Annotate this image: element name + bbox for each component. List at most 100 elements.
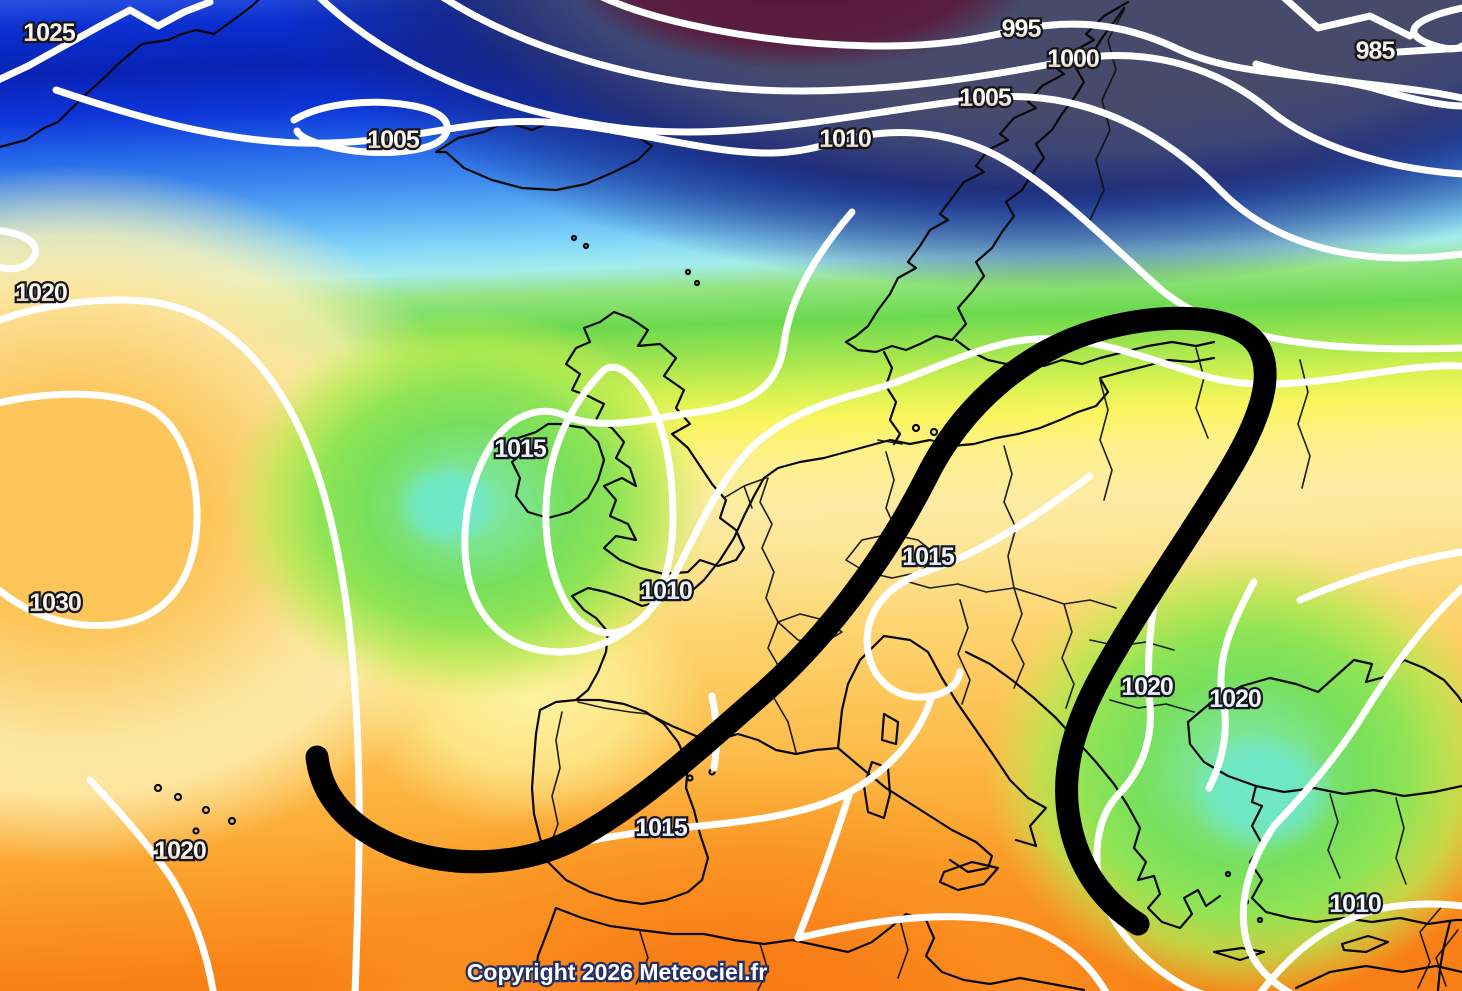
azores-islands <box>173 792 183 802</box>
isobar-1010-inner-loop <box>542 363 677 637</box>
border-russia <box>1195 347 1209 439</box>
isobar-1005-north <box>317 0 1462 262</box>
pressure-label: 1005 <box>959 84 1012 112</box>
azores-islands <box>201 805 211 815</box>
coastline-norway <box>844 0 1130 354</box>
azores-islands <box>227 816 237 826</box>
azores-islands <box>192 827 200 835</box>
isobar-1025-topleft <box>0 0 214 84</box>
danish-islands <box>911 423 921 433</box>
aegean-islands <box>1224 870 1232 878</box>
isobar-1015-africa <box>794 913 1110 991</box>
coastline-ireland <box>510 422 606 520</box>
border-balkans-2 <box>957 599 971 705</box>
border-balkans-1 <box>1011 587 1025 689</box>
coastline-baltic-south <box>762 356 1216 480</box>
isobar-corner-hook <box>1410 4 1462 53</box>
border-levant-2 <box>1435 929 1459 987</box>
coastline-denmark <box>882 350 902 446</box>
coastline-greenland <box>0 0 260 149</box>
isobar-1005-iceland-loop <box>290 98 451 156</box>
isobar-1030-oval <box>0 390 201 629</box>
faroe-islands <box>570 234 578 242</box>
coastline-baltic-north <box>954 338 1216 368</box>
aegean-islands <box>1256 916 1264 924</box>
coastline-adriatic-greece <box>964 650 1222 930</box>
pressure-label: 1000 <box>1047 45 1099 73</box>
africa-hot-band <box>293 770 1187 991</box>
coastline-egypt <box>1294 964 1462 990</box>
pressure-label: 1010 <box>819 125 871 153</box>
balkan-cool-core <box>1188 730 1336 854</box>
faroe-islands <box>582 242 590 250</box>
ireland-cool-core <box>395 461 499 549</box>
isobar-1020-balkan-inner <box>1205 578 1258 792</box>
shetland-islands <box>693 279 701 287</box>
coastline-morocco-atlantic <box>532 906 558 984</box>
border-serbia-bulgaria <box>1061 603 1075 709</box>
coastline-sicily <box>938 860 1000 892</box>
pressure-label: 1010 <box>640 577 692 605</box>
border-romania <box>1039 595 1117 609</box>
isobar-1010-southeast <box>1257 900 1462 991</box>
isobar-hook-left <box>0 227 39 273</box>
pressure-label: 1020 <box>15 279 67 307</box>
coastline-levant <box>1436 920 1452 991</box>
pressure-label: 1015 <box>635 814 688 842</box>
border-belarus-ukraine <box>1099 379 1113 501</box>
balearic-islands <box>686 774 694 782</box>
pressure-label: 1020 <box>1121 673 1173 701</box>
border-austria-hungary <box>901 579 1041 597</box>
coastline-italy-east <box>836 634 1048 848</box>
isobar-1015-tyrrhenian <box>794 788 854 942</box>
annotation-marker-loop <box>305 306 1277 936</box>
border-maghreb-3 <box>897 919 909 979</box>
border-maghreb-1 <box>635 931 649 985</box>
border-switzerland <box>777 613 843 645</box>
isobar-1000 <box>440 0 1462 178</box>
border-denmark-germany <box>877 439 903 445</box>
azores-islands <box>153 783 163 793</box>
coastline-black-sea-south <box>1186 720 1462 798</box>
isobar-1010-north <box>52 86 1462 353</box>
border-benelux <box>723 477 767 509</box>
border-maghreb-2 <box>757 943 769 991</box>
pressure-label: 1015 <box>902 543 955 571</box>
coastline-channel-france <box>570 476 766 702</box>
pressure-label: 1010 <box>1329 890 1381 918</box>
bosphorus <box>1250 784 1264 808</box>
border-portugal-spain <box>549 711 563 847</box>
isobar-1020-southwest <box>86 776 217 991</box>
pressure-label: 1015 <box>494 435 547 463</box>
isobar-1015-balkan-outer <box>1239 584 1462 991</box>
border-levant-1 <box>1417 903 1445 989</box>
border-rhine-alps <box>759 477 797 753</box>
coastline-britain <box>564 310 746 576</box>
isobar-995 <box>600 0 1462 110</box>
pressure-label: 1005 <box>367 126 420 154</box>
maroon-low-core <box>575 0 1025 70</box>
pressure-label: 1025 <box>23 19 76 47</box>
border-anatolia-1 <box>1327 793 1341 879</box>
copyright-text: Copyright 2026 Meteociel.fr <box>467 959 767 985</box>
pressure-label: 1020 <box>1209 685 1261 713</box>
coastline-north-africa <box>554 906 1086 991</box>
coastline-black-sea-north <box>1186 658 1462 724</box>
coastline-crete <box>1212 946 1266 962</box>
pressure-label: 1020 <box>154 837 206 865</box>
border-poland-ukraine <box>1003 445 1017 589</box>
coastline-iberia <box>530 698 710 906</box>
isobar-east-arc <box>1296 548 1462 604</box>
shetland-islands <box>684 268 692 276</box>
border-pyrenees <box>577 701 649 715</box>
isobar-1020-balkan-west <box>1093 572 1205 991</box>
danish-islands <box>929 427 939 437</box>
pressure-label: 995 <box>1002 15 1042 43</box>
coastline-cyprus <box>1340 934 1390 954</box>
coastline-corsica <box>880 712 900 746</box>
border-anatolia-2 <box>1395 797 1407 885</box>
